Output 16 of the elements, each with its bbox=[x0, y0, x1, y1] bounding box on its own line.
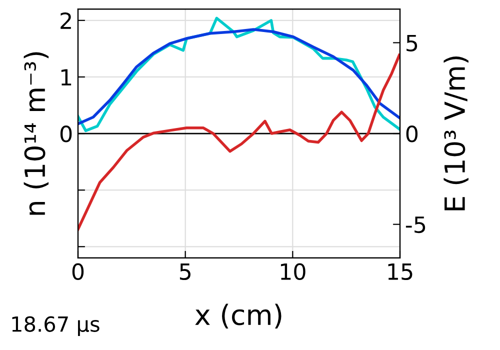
x-tick-label: 0 bbox=[72, 263, 84, 280]
x-tick-label: 10 bbox=[280, 263, 306, 280]
y2-tick-label: 0 bbox=[406, 125, 418, 142]
y-axis-title: n (10¹⁴ m⁻³) bbox=[24, 52, 49, 215]
y-tick-label: 2 bbox=[60, 12, 71, 29]
x-axis-title: x (cm) bbox=[195, 304, 282, 329]
x-tick-label: 5 bbox=[180, 263, 190, 280]
y2-axis-title: E (10³ V/m) bbox=[444, 56, 468, 210]
text: 18.67 μs bbox=[12, 316, 100, 336]
y2-tick-label: -5 bbox=[406, 216, 426, 234]
y2-tick-label: 5 bbox=[406, 34, 418, 52]
y-tick-label: 1 bbox=[61, 69, 72, 86]
line-series bbox=[78, 54, 400, 231]
line-series bbox=[78, 28, 400, 126]
x-tick-label: 15 bbox=[388, 263, 412, 280]
y-tick-label: 0 bbox=[60, 125, 72, 142]
